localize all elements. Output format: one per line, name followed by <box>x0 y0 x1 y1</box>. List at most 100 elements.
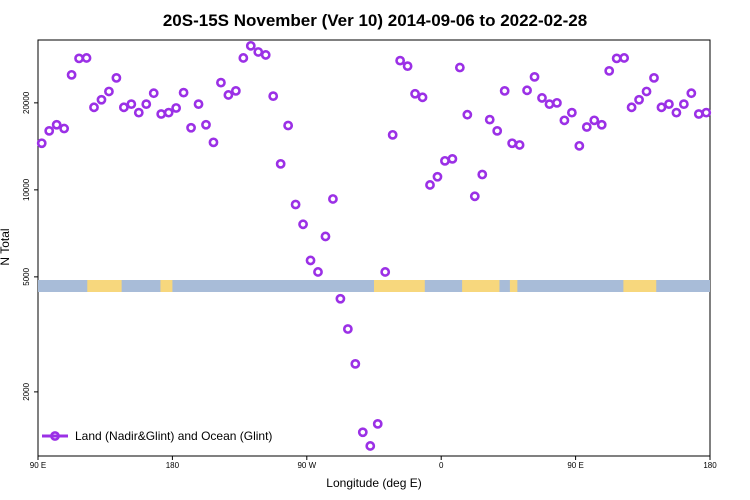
data-point <box>268 91 279 102</box>
data-point <box>619 53 630 63</box>
data-point <box>417 92 428 103</box>
data-point <box>425 180 435 190</box>
data-point <box>604 65 615 76</box>
data-point <box>656 102 667 113</box>
data-point <box>402 61 413 72</box>
data-point <box>59 123 70 134</box>
data-point <box>462 109 473 120</box>
data-point <box>410 88 420 99</box>
legend-label: Land (Nadir&Glint) and Ocean (Glint) <box>75 429 272 443</box>
plot-area <box>37 39 711 457</box>
data-point <box>566 107 577 118</box>
data-point <box>693 109 704 119</box>
data-point <box>552 97 562 108</box>
data-point <box>335 293 346 304</box>
data-point <box>380 267 391 277</box>
y-tick-label: 2000 <box>22 382 31 400</box>
data-point <box>74 53 84 64</box>
data-point <box>104 86 114 97</box>
data-point <box>216 77 226 88</box>
data-point <box>559 115 570 126</box>
data-point <box>447 153 458 164</box>
y-axis: 2000 5000 10000 20000 <box>22 91 38 401</box>
data-point <box>186 122 196 133</box>
data-point <box>365 441 376 451</box>
data-point <box>148 88 159 99</box>
land-segment <box>374 280 425 292</box>
land-segment <box>462 280 500 292</box>
x-axis: 90 E 180 90 W 0 90 E 180 <box>30 456 717 470</box>
data-point <box>514 140 525 150</box>
data-point <box>96 94 107 105</box>
data-point <box>66 69 77 80</box>
data-point <box>283 120 294 131</box>
data-point <box>156 109 167 119</box>
land-segment <box>160 280 173 292</box>
data-point <box>522 85 532 96</box>
data-point <box>634 94 644 105</box>
x-tick-label: 180 <box>703 461 717 470</box>
data-point <box>477 169 488 180</box>
legend-marker-swatch <box>50 431 60 441</box>
data-point <box>664 99 674 110</box>
data-point <box>469 191 480 202</box>
data-point <box>678 99 689 110</box>
x-tick-label: 90 E <box>567 461 583 470</box>
data-point <box>275 158 286 169</box>
data-point <box>44 125 55 136</box>
data-point <box>320 231 331 242</box>
data-point <box>357 427 368 438</box>
data-point <box>387 129 398 140</box>
y-tick-label: 10000 <box>22 178 31 201</box>
data-point <box>626 102 637 113</box>
data-point <box>589 115 600 126</box>
data-point <box>81 53 92 63</box>
data-point <box>641 86 652 97</box>
data-point <box>298 219 308 230</box>
legend: Land (Nadir&Glint) and Ocean (Glint) <box>42 429 272 443</box>
x-tick-label: 90 W <box>297 461 316 470</box>
data-points <box>36 40 712 451</box>
data-point <box>350 358 361 369</box>
data-point <box>223 90 234 100</box>
data-point <box>178 87 189 98</box>
data-point <box>372 418 383 429</box>
data-point <box>260 50 271 60</box>
chart-title: 20S-15S November (Ver 10) 2014-09-06 to … <box>163 11 587 30</box>
land-segment <box>87 280 122 292</box>
land-sea-strip <box>38 280 710 292</box>
data-point <box>163 107 174 118</box>
x-tick-label: 180 <box>166 461 180 470</box>
data-point <box>118 102 129 113</box>
land-segment <box>509 280 518 292</box>
data-point <box>89 102 99 113</box>
data-point <box>649 72 659 83</box>
data-point <box>432 171 443 182</box>
data-point <box>701 107 712 118</box>
data-point <box>201 119 211 130</box>
y-tick-label: 5000 <box>22 267 31 285</box>
data-point <box>581 122 592 132</box>
data-point <box>133 107 144 118</box>
x-axis-label: Longitude (deg E) <box>326 476 421 490</box>
data-point <box>686 88 697 99</box>
data-point <box>342 324 353 334</box>
data-point <box>126 99 137 110</box>
data-point <box>499 85 510 96</box>
data-point <box>484 114 495 125</box>
data-point <box>193 99 204 110</box>
data-point <box>141 99 152 110</box>
data-point <box>230 85 241 96</box>
data-point <box>537 93 547 103</box>
data-point <box>671 107 682 118</box>
data-point <box>454 62 465 73</box>
data-point <box>529 71 540 82</box>
x-tick-label: 0 <box>439 461 444 470</box>
data-point <box>313 267 323 277</box>
data-point <box>507 138 518 149</box>
data-point <box>208 137 219 148</box>
data-point <box>395 55 406 66</box>
land-segment <box>623 280 657 292</box>
data-point <box>574 140 585 151</box>
